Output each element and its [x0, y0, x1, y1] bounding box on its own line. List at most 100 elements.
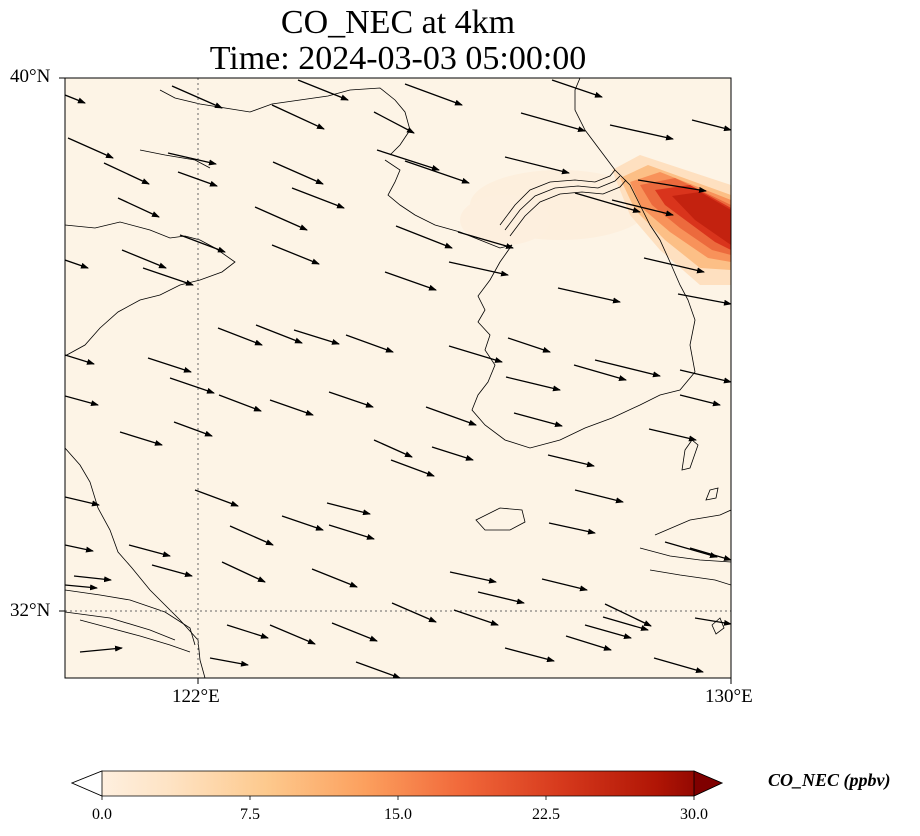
wind-arrow: [117, 197, 160, 218]
wind-arrow: [574, 489, 624, 504]
axis-ticks: [59, 77, 732, 684]
wind-arrow: [602, 616, 649, 631]
wind-arrow: [291, 187, 345, 209]
wind-arrow: [689, 547, 731, 561]
wind-arrow: [679, 394, 721, 407]
coastlines: [65, 78, 731, 678]
wind-arrow: [209, 657, 249, 667]
wind-arrow: [331, 622, 378, 642]
map-title: CO_NEC at 4km: [280, 4, 516, 41]
wind-arrow: [65, 496, 100, 507]
wind-arrow: [73, 575, 112, 583]
wind-arrow: [565, 635, 612, 651]
wind-arrow: [457, 231, 514, 249]
wind-arrow: [297, 79, 349, 101]
wind-arrow: [609, 124, 674, 141]
wind-arrow: [541, 578, 588, 592]
wind-arrow: [221, 561, 266, 583]
wind-arrow: [328, 391, 374, 408]
wind-arrow: [269, 399, 314, 416]
wind-arrow: [65, 259, 89, 269]
wind-arrow: [520, 112, 586, 132]
wind-arrow: [648, 428, 697, 442]
wind-arrow: [103, 162, 150, 185]
wind-arrow: [311, 568, 358, 588]
wind-arrow: [584, 624, 632, 639]
wind-arrow: [355, 661, 401, 678]
wind-arrow: [679, 369, 731, 384]
wind-arrow: [328, 524, 375, 540]
wind-arrow: [390, 459, 435, 477]
colorbar: [70, 770, 723, 800]
wind-arrow: [179, 234, 226, 253]
colorbar-over-arrow: [693, 770, 723, 797]
wind-arrow: [431, 446, 474, 461]
colorbar-tick-1: 7.5: [240, 806, 260, 823]
wind-arrow: [376, 149, 440, 171]
wind-arrow: [67, 137, 114, 159]
wind-arrow: [142, 267, 194, 286]
wind-arrow: [373, 111, 415, 134]
wind-arrow: [384, 271, 437, 291]
wind-arrow: [691, 119, 731, 132]
wind-arrow: [254, 206, 308, 231]
wind-arrow: [453, 609, 499, 626]
wind-arrow: [448, 345, 503, 363]
wind-arrow: [79, 645, 123, 653]
wind-arrow: [594, 359, 661, 378]
colorbar-tick-3: 22.5: [532, 806, 560, 823]
wind-arrow: [643, 257, 705, 274]
lon-tick-130: 130°E: [705, 686, 753, 707]
wind-arrow: [449, 571, 497, 584]
wind-arrow: [504, 647, 555, 663]
wind-arrow: [373, 439, 413, 458]
wind-arrow: [573, 364, 627, 381]
wind-arrow: [218, 394, 262, 412]
map-frame: [64, 77, 732, 679]
wind-arrow: [173, 421, 213, 437]
wind-arrow: [272, 161, 324, 185]
colorbar-tick-4: 30.0: [680, 806, 708, 823]
wind-arrow: [425, 406, 477, 426]
wind-arrow: [504, 156, 570, 175]
wind-arrow: [271, 244, 320, 265]
wind-arrow: [65, 584, 98, 591]
wind-arrow: [65, 395, 99, 407]
wind-arrow: [653, 657, 704, 673]
wind-arrow: [226, 624, 269, 639]
wind-arrow: [128, 544, 171, 558]
colorbar-tick-0: 0.0: [92, 806, 112, 823]
wind-arrow: [177, 171, 218, 187]
wind-arrow: [694, 617, 731, 626]
wind-arrow: [404, 83, 463, 106]
wind-arrow: [611, 199, 674, 217]
wind-arrow: [551, 79, 603, 98]
wind-arrow: [169, 377, 215, 394]
wind-arrow: [167, 152, 217, 166]
wind-arrow: [547, 454, 595, 468]
wind-arrow: [604, 603, 652, 627]
wind-vectors: [65, 79, 731, 678]
lat-tick-32: 32°N: [10, 600, 51, 621]
wind-arrow: [664, 541, 718, 558]
lat-tick-40: 40°N: [10, 66, 51, 87]
wind-arrow: [147, 357, 192, 373]
wind-arrow: [217, 327, 263, 346]
wind-arrow: [507, 337, 551, 353]
wind-arrow: [194, 489, 239, 507]
wind-arrow: [271, 104, 325, 130]
wind-arrow: [121, 249, 167, 269]
wind-arrow: [65, 94, 86, 104]
colorbar-label: CO_NEC (ppbv): [768, 770, 891, 790]
wind-arrow: [448, 261, 509, 277]
wind-arrow: [151, 564, 193, 578]
wind-arrow: [119, 431, 163, 446]
wind-arrow: [229, 525, 274, 546]
wind-arrow: [548, 522, 596, 535]
wind-arrow: [269, 624, 316, 645]
colorbar-tick-2: 15.0: [384, 806, 412, 823]
wind-arrow: [171, 85, 223, 109]
wind-arrow: [65, 544, 94, 553]
wind-arrow: [505, 376, 561, 392]
wind-arrow: [513, 412, 563, 428]
